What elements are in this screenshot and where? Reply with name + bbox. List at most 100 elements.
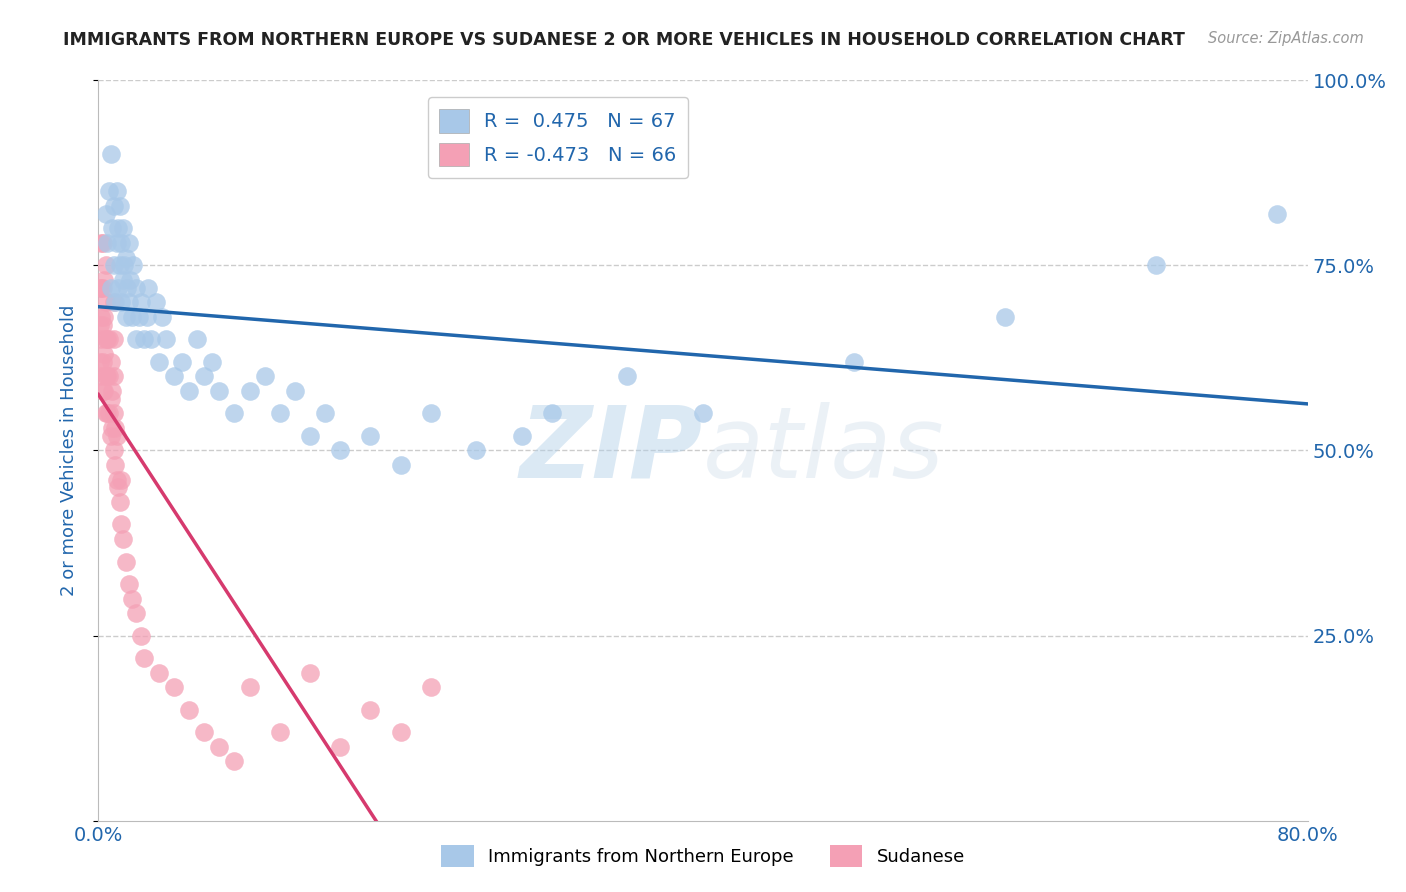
Point xyxy=(269,407,291,421)
Point xyxy=(91,280,114,294)
Point xyxy=(125,607,148,621)
Point xyxy=(148,354,170,368)
Point xyxy=(98,184,121,198)
Point xyxy=(224,407,246,421)
Text: IMMIGRANTS FROM NORTHERN EUROPE VS SUDANESE 2 OR MORE VEHICLES IN HOUSEHOLD CORR: IMMIGRANTS FROM NORTHERN EUROPE VS SUDAN… xyxy=(63,31,1185,49)
Point xyxy=(115,280,138,294)
Point xyxy=(91,354,114,368)
Point xyxy=(420,681,443,695)
Point xyxy=(110,517,132,532)
Point xyxy=(110,473,132,487)
Point xyxy=(107,280,129,294)
Point xyxy=(103,407,125,421)
Point xyxy=(208,739,231,754)
Point xyxy=(108,495,131,509)
Point xyxy=(121,591,143,606)
Point xyxy=(105,428,128,442)
Point xyxy=(100,392,122,406)
Point xyxy=(193,369,215,384)
Point xyxy=(93,273,115,287)
Point xyxy=(90,369,112,384)
Point xyxy=(994,310,1017,325)
Point xyxy=(93,347,115,361)
Point xyxy=(141,332,163,346)
Point xyxy=(103,332,125,346)
Point xyxy=(89,280,111,294)
Point xyxy=(94,206,117,220)
Point xyxy=(179,703,201,717)
Point xyxy=(94,259,117,273)
Point xyxy=(299,428,322,442)
Point xyxy=(100,280,122,294)
Point xyxy=(692,407,714,421)
Point xyxy=(108,199,131,213)
Point xyxy=(94,295,117,310)
Point xyxy=(96,332,118,346)
Point xyxy=(844,354,866,368)
Point xyxy=(163,369,186,384)
Point xyxy=(110,295,132,310)
Point xyxy=(389,458,412,473)
Point xyxy=(118,576,141,591)
Point xyxy=(129,628,152,642)
Point xyxy=(121,310,143,325)
Point xyxy=(90,280,112,294)
Point xyxy=(101,384,124,399)
Point xyxy=(100,354,122,368)
Point xyxy=(125,332,148,346)
Point xyxy=(104,421,127,435)
Point xyxy=(96,369,118,384)
Point xyxy=(96,407,118,421)
Point xyxy=(89,354,111,368)
Point xyxy=(145,295,167,310)
Point xyxy=(94,407,117,421)
Point xyxy=(98,369,121,384)
Point xyxy=(101,421,124,435)
Point xyxy=(107,221,129,235)
Point xyxy=(103,369,125,384)
Point xyxy=(389,724,412,739)
Legend: R =  0.475   N = 67, R = -0.473   N = 66: R = 0.475 N = 67, R = -0.473 N = 66 xyxy=(427,97,688,178)
Point xyxy=(101,221,124,235)
Point xyxy=(90,332,112,346)
Point xyxy=(179,384,201,399)
Point xyxy=(111,273,134,287)
Point xyxy=(122,259,145,273)
Point xyxy=(360,428,382,442)
Point xyxy=(148,665,170,680)
Point xyxy=(132,650,155,665)
Point xyxy=(91,318,114,332)
Point xyxy=(150,310,173,325)
Point xyxy=(170,354,193,368)
Point xyxy=(107,480,129,494)
Point xyxy=(224,755,246,769)
Point xyxy=(103,259,125,273)
Point xyxy=(193,724,215,739)
Point xyxy=(98,332,121,346)
Point xyxy=(1267,206,1289,220)
Point xyxy=(120,273,142,287)
Point xyxy=(105,184,128,198)
Point xyxy=(114,251,136,265)
Point xyxy=(118,295,141,310)
Point xyxy=(94,369,117,384)
Point xyxy=(239,384,262,399)
Point xyxy=(125,280,148,294)
Point xyxy=(94,332,117,346)
Point xyxy=(114,555,136,569)
Point xyxy=(105,473,128,487)
Point xyxy=(284,384,307,399)
Point xyxy=(105,236,128,251)
Point xyxy=(111,533,134,547)
Point xyxy=(111,221,134,235)
Point xyxy=(208,384,231,399)
Point xyxy=(103,443,125,458)
Point xyxy=(201,354,224,368)
Point xyxy=(132,332,155,346)
Point xyxy=(103,295,125,310)
Point xyxy=(103,199,125,213)
Text: atlas: atlas xyxy=(703,402,945,499)
Point xyxy=(360,703,382,717)
Point xyxy=(90,236,112,251)
Point xyxy=(510,428,533,442)
